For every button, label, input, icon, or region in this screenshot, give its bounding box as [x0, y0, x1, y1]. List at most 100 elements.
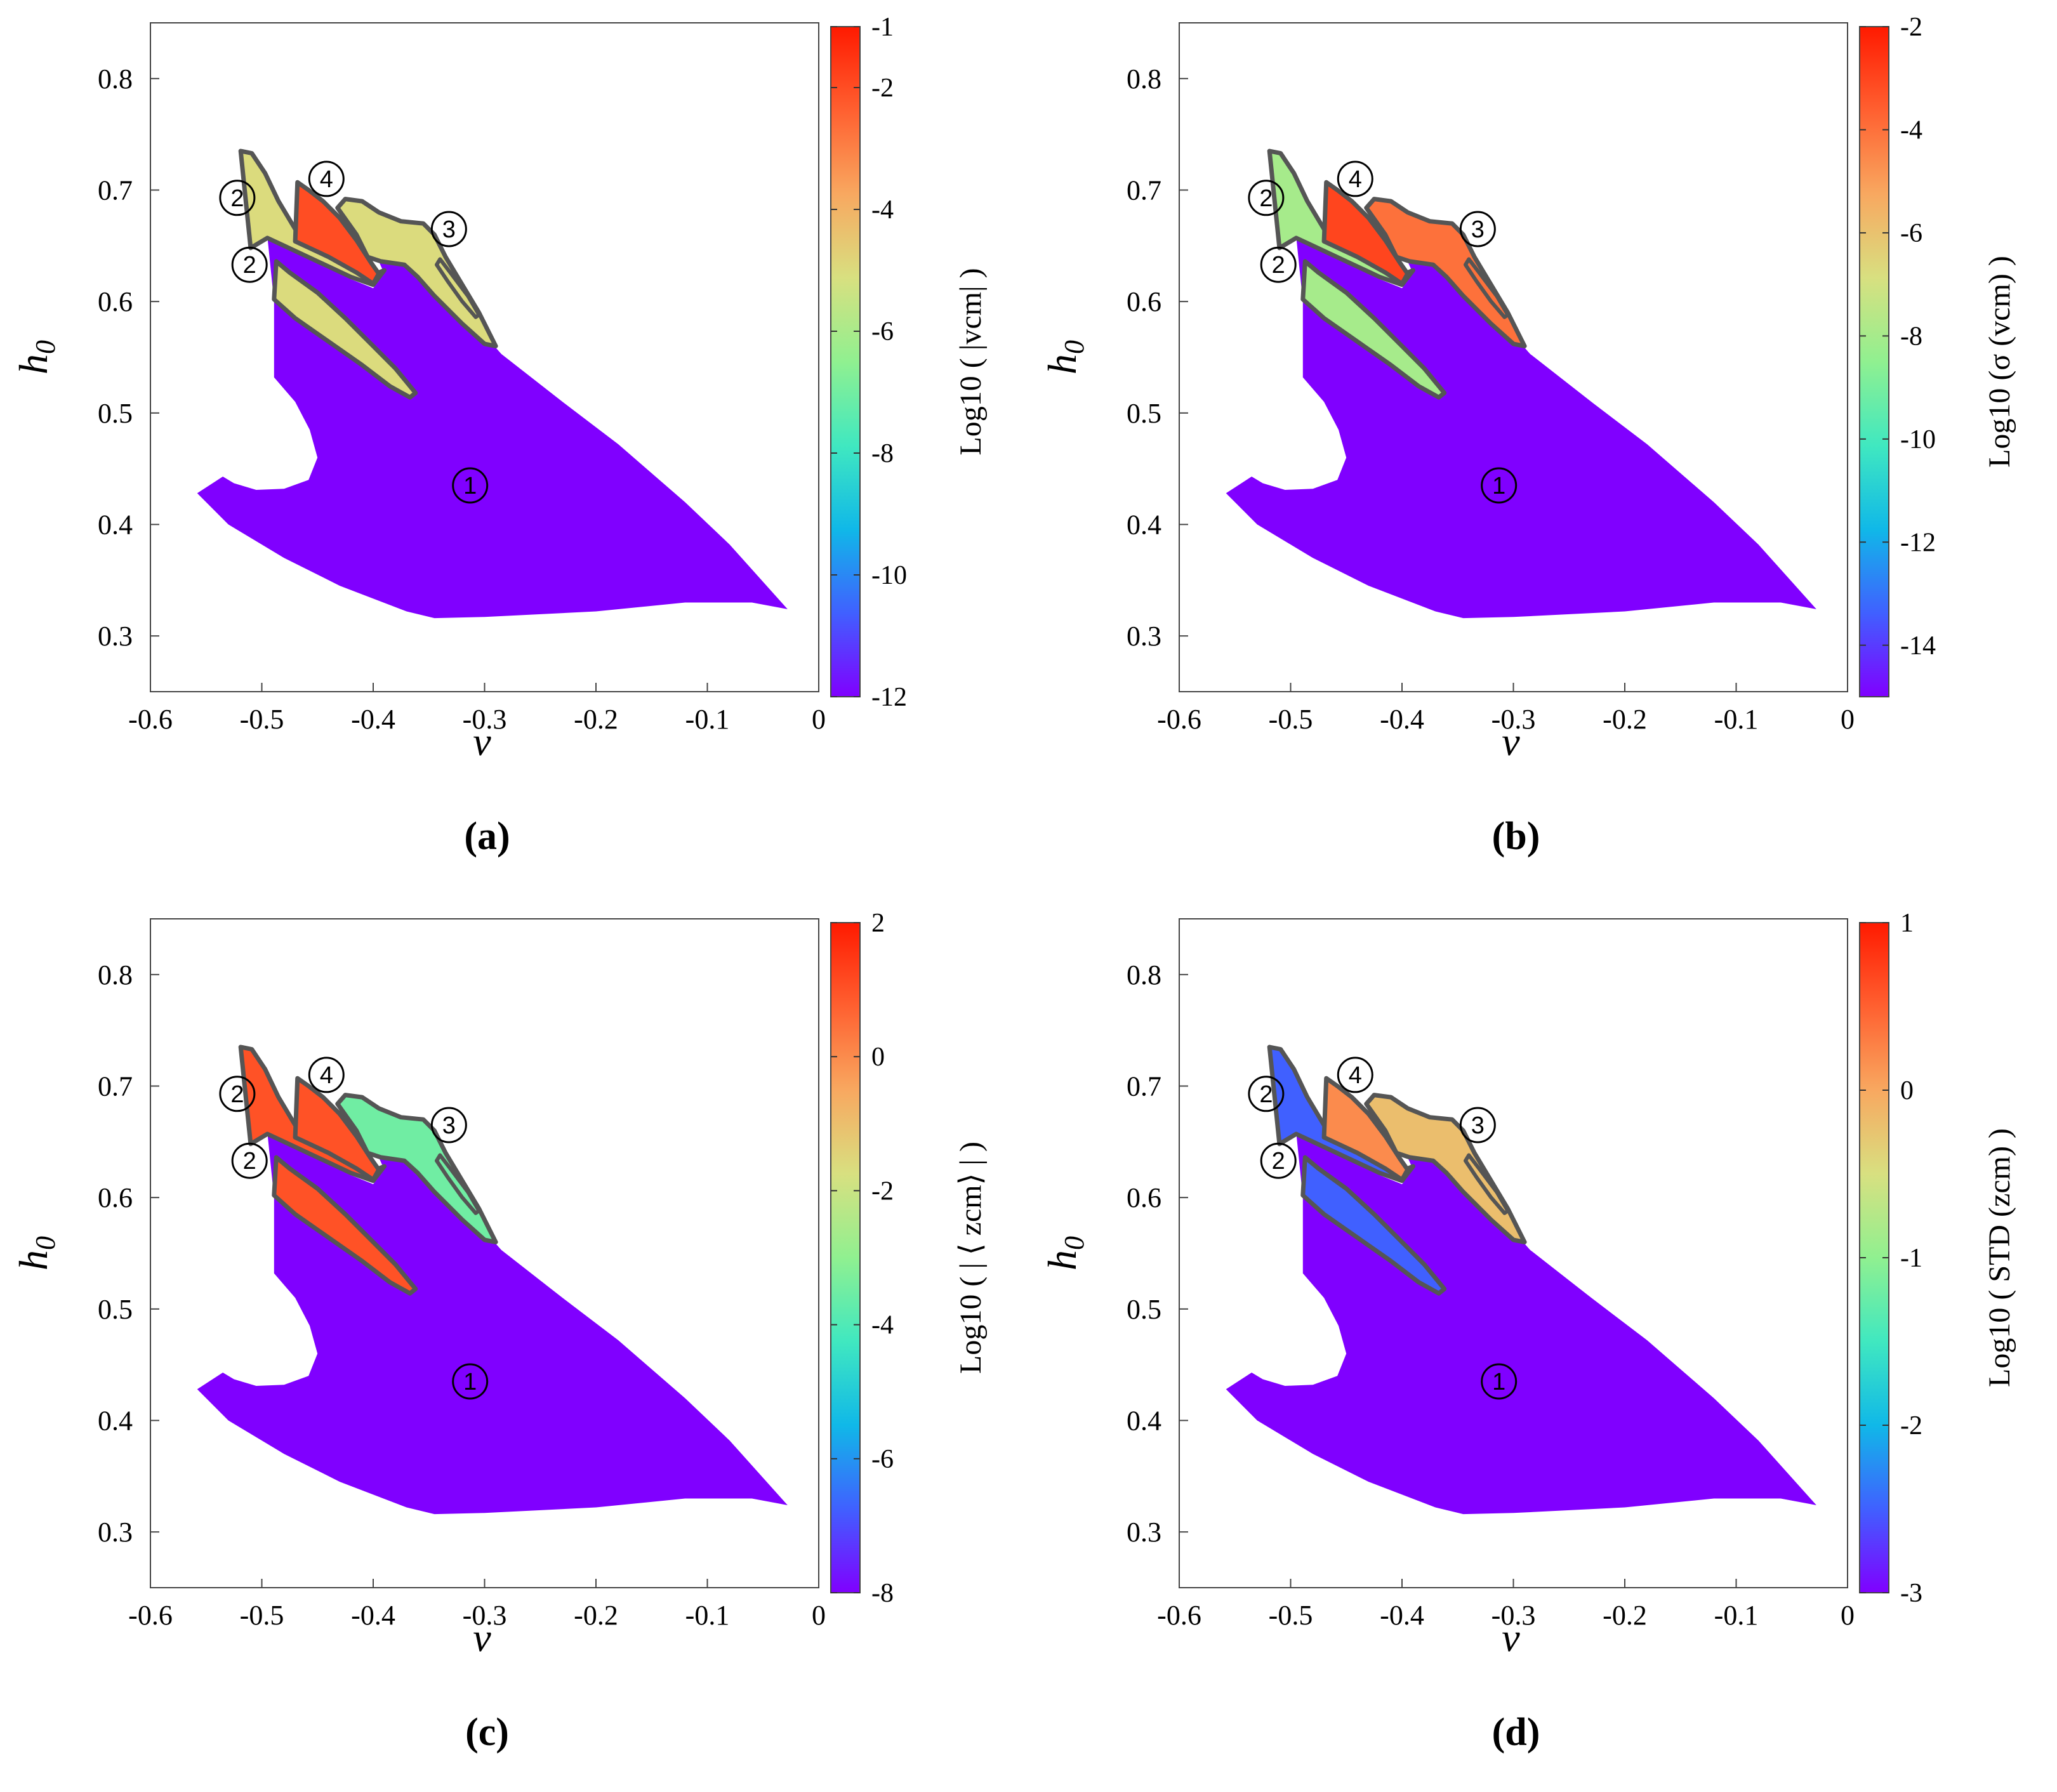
region-label-text: 2	[1272, 1148, 1285, 1175]
x-tick-label: -0.3	[1491, 1600, 1536, 1631]
colorbar-tick-label: -2	[1900, 13, 1922, 42]
x-tick-label: -0.6	[1157, 704, 1201, 735]
y-tick-label: 0.3	[1127, 1517, 1161, 1548]
region-label-circle	[1481, 467, 1518, 504]
region-label-circle	[1337, 1057, 1373, 1093]
colorbar-title: Log10 (σ (vcm) )	[1983, 256, 2016, 468]
y-tick-label: 0.4	[98, 510, 133, 541]
y-tick-label: 0.4	[98, 1406, 133, 1437]
y-tick-label: 0.7	[98, 1071, 133, 1102]
y-tick-label: 0.4	[1127, 510, 1161, 541]
x-tick-label: 0	[812, 1600, 826, 1631]
colorbar-tick-label: -6	[1900, 219, 1922, 248]
region-label-2: 2	[231, 246, 268, 283]
y-axis-title: h0	[1040, 1236, 1090, 1270]
colorbar-tick-label: -6	[871, 1445, 894, 1474]
region-4-area	[293, 180, 381, 286]
y-tick-label: 0.8	[1127, 63, 1161, 95]
x-axis-title: v	[1502, 1615, 1520, 1660]
region-label-text: 4	[1349, 166, 1362, 193]
y-tick-label: 0.6	[1127, 1182, 1161, 1213]
panel-caption: (c)	[465, 1711, 509, 1754]
colorbar-tick-label: -8	[1900, 322, 1922, 351]
region-3-area	[335, 1093, 498, 1244]
colorbar-title: Log10 ( |vcm| )	[954, 268, 988, 455]
x-tick-label: -0.2	[1603, 1600, 1647, 1631]
region-label-3: 3	[430, 1107, 467, 1143]
region-2-lower-area	[1300, 1155, 1447, 1296]
x-tick-label: -0.4	[351, 1600, 395, 1631]
x-tick-label: -0.3	[1491, 704, 1536, 735]
region-label-circle	[1260, 246, 1297, 283]
y-axis-title: h0	[11, 1236, 61, 1270]
y-tick-label: 0.5	[1127, 1294, 1161, 1325]
region-label-2: 2	[231, 1142, 268, 1179]
region-label-circle	[219, 1076, 256, 1112]
x-tick-label: -0.5	[240, 1600, 284, 1631]
colorbar-tick-label: -1	[1900, 1244, 1922, 1273]
region-label-3: 3	[430, 211, 467, 247]
x-axis-title: v	[473, 719, 491, 764]
region-4-area	[293, 1076, 381, 1182]
region-label-text: 3	[442, 1112, 456, 1139]
region-label-2: 2	[1260, 246, 1297, 283]
x-tick-label: 0	[812, 704, 826, 735]
colorbar-tick-label: -4	[1900, 115, 1922, 145]
x-axis-title: v	[473, 1615, 491, 1660]
region-2-lower-area	[272, 1155, 418, 1296]
region-label-circle	[1248, 180, 1285, 216]
y-tick-label: 0.8	[98, 959, 133, 991]
colorbar-tick-label: -12	[871, 683, 907, 712]
panel-caption: (d)	[1492, 1711, 1540, 1754]
region-4-area	[1321, 180, 1410, 286]
colorbar-tick-label: -3	[1900, 1579, 1922, 1608]
x-tick-label: -0.3	[463, 704, 507, 735]
region-label-text: 3	[442, 216, 456, 243]
colorbar-tick-label: 0	[1900, 1076, 1914, 1105]
region-label-text: 2	[243, 1148, 256, 1175]
chart-panel-b: 2 4 3 2 1 -0.6 -0.5 -0.4 -0.3 -0.2 -0.1 0 0.3 0.4 0.5 0…	[1040, 13, 2016, 858]
region-3-spike	[435, 1153, 481, 1215]
chart-panel-a: 2 4 3 2 1 -0.6 -0.5 -0.4 -0.3 -0.2 -0.1 0 0.3 0.4 0.5 0…	[11, 13, 988, 858]
region-3-spike	[1464, 257, 1510, 319]
y-tick-label: 0.8	[1127, 959, 1161, 991]
region-label-text: 4	[1349, 1062, 1362, 1089]
x-tick-label: -0.4	[1380, 704, 1424, 735]
panel-caption: (b)	[1492, 815, 1540, 858]
y-tick-label: 0.5	[1127, 398, 1161, 429]
region-label-circle	[452, 467, 489, 504]
x-tick-label: -0.3	[463, 1600, 507, 1631]
x-tick-label: -0.5	[1269, 704, 1313, 735]
region-label-circle	[231, 1142, 268, 1179]
colorbar-title: Log10 ( STD (zcm) )	[1983, 1128, 2016, 1387]
x-tick-label: -0.2	[574, 704, 618, 735]
region-label-4: 4	[308, 1057, 345, 1093]
x-tick-label: 0	[1841, 1600, 1855, 1631]
region-label-circle	[1459, 211, 1496, 247]
y-tick-label: 0.4	[1127, 1406, 1161, 1437]
region-label-4: 4	[1337, 161, 1373, 197]
region-label-circle	[219, 180, 256, 216]
region-label-text: 4	[320, 1062, 333, 1089]
region-3-area	[1364, 1093, 1527, 1244]
region-label-1: 1	[452, 1363, 489, 1400]
x-tick-label: -0.2	[574, 1600, 618, 1631]
colorbar-tick-label: -2	[871, 1176, 894, 1206]
y-tick-label: 0.8	[98, 63, 133, 95]
x-tick-label: -0.4	[1380, 1600, 1424, 1631]
region-label-circle	[1248, 1076, 1285, 1112]
y-tick-label: 0.7	[1127, 1071, 1161, 1102]
x-tick-label: -0.5	[240, 704, 284, 735]
region-label-circle	[430, 211, 467, 247]
colorbar-tick-label: -14	[1900, 631, 1936, 661]
colorbar-tick-label: -2	[1900, 1411, 1922, 1440]
region-label-1: 1	[452, 467, 489, 504]
region-label-4: 4	[308, 161, 345, 197]
x-tick-label: -0.6	[1157, 1600, 1201, 1631]
region-label-text: 1	[1492, 1369, 1505, 1395]
colorbar-tick-label: 2	[871, 909, 885, 938]
x-axis-title: v	[1502, 719, 1520, 764]
region-label-3: 3	[1459, 1107, 1496, 1143]
region-3-area	[1364, 197, 1527, 348]
region-label-text: 1	[1492, 473, 1505, 499]
